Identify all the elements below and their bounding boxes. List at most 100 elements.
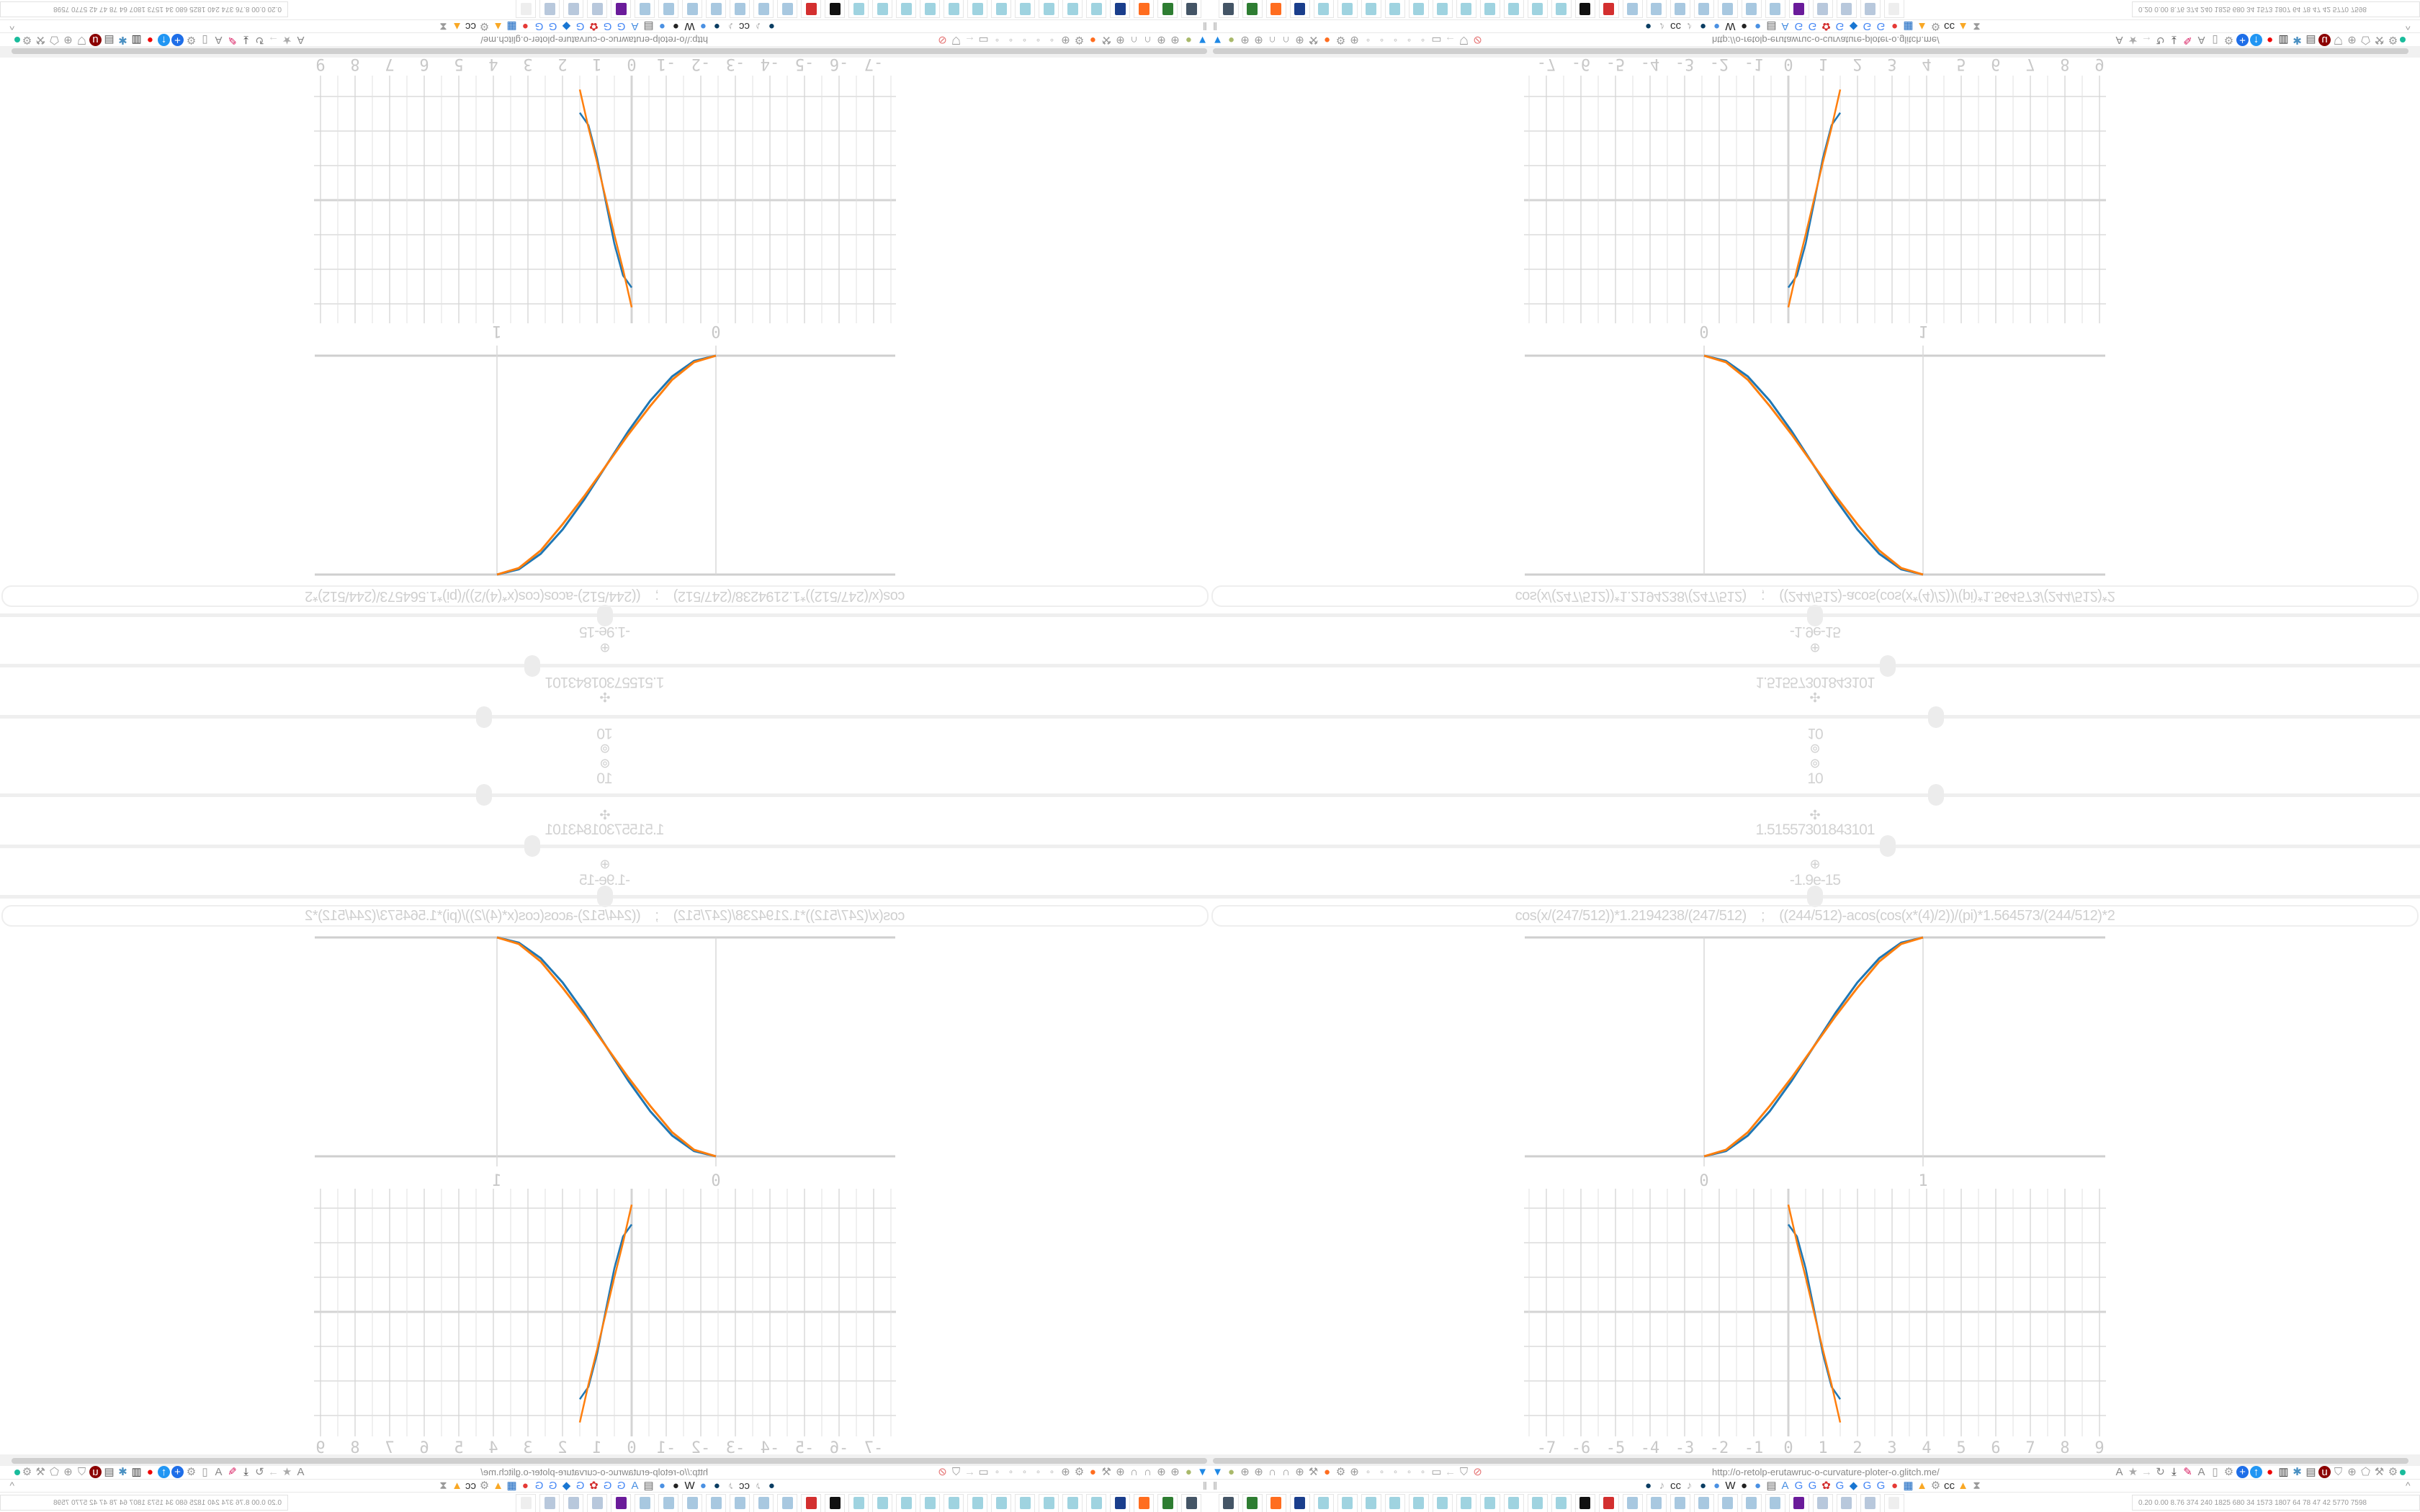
google-icon[interactable]: G [603,1480,612,1493]
lock-crossed-icon[interactable]: ⊘ [1473,1466,1482,1479]
horizontal-scrollbar[interactable] [1213,1458,2408,1464]
pause-icon[interactable]: ‖ [1213,1480,1218,1493]
filter-icon[interactable]: ▼ [1197,33,1208,46]
notepad-icon[interactable] [872,0,892,18]
calculator-icon[interactable] [1623,1494,1643,1512]
doc-icon[interactable] [539,0,560,18]
folder-icon[interactable]: ▭ [1431,33,1442,46]
settings-icon[interactable]: ✿ [589,1480,599,1493]
calculator-icon[interactable] [1670,0,1690,18]
firefox-icon[interactable]: ● [1089,33,1097,46]
google-icon[interactable]: G [617,1480,626,1493]
mouse-icon[interactable]: ▯ [2212,1466,2218,1479]
translate-icon[interactable]: A [215,33,223,46]
globe-icon[interactable]: ⊕ [1254,1466,1263,1479]
hourglass-icon[interactable]: ⧗ [1973,19,1981,32]
chevron-up-icon[interactable]: ^ [2406,1480,2411,1491]
camera-icon[interactable]: ● [1227,33,1235,46]
circle-icon[interactable]: ● [1699,19,1707,32]
globe-icon[interactable]: ⊕ [1240,33,1250,46]
network-icon[interactable]: ✱ [118,1466,127,1479]
gear-icon[interactable]: ⚙ [1074,33,1085,46]
cc-icon[interactable]: cc [739,1480,750,1493]
wrench-icon[interactable]: ⚒ [35,33,46,46]
globe-icon[interactable]: ⊕ [1170,1466,1180,1479]
pin-icon[interactable]: ● [699,19,707,32]
a-icon[interactable]: A [1781,1480,1789,1493]
notepad-icon[interactable] [1433,1494,1453,1512]
trash-icon[interactable]: ▥ [131,1466,142,1479]
mouse-icon[interactable]: ▯ [202,33,208,46]
monitor-icon[interactable] [1219,1494,1239,1512]
pencil-icon[interactable]: ✎ [228,33,237,46]
headphones-icon[interactable]: ∩ [1268,33,1276,46]
a-icon[interactable]: A [631,19,639,32]
slider-c-thumb[interactable] [1807,886,1823,907]
google-icon[interactable]: G [1835,1480,1845,1493]
notepad-icon[interactable] [967,1494,987,1512]
translate-icon[interactable]: A [297,33,305,46]
notepad-icon[interactable] [1385,1494,1405,1512]
circle-icon[interactable]: ● [1699,1480,1707,1493]
google-icon[interactable]: G [1794,1480,1803,1493]
calculator-icon[interactable] [658,0,678,18]
google-icon[interactable]: G [1835,19,1845,32]
puzzle-icon[interactable]: ⬠ [49,1466,60,1479]
purple-app-icon[interactable] [611,0,631,18]
purple-app-icon[interactable] [1789,0,1809,18]
star-icon[interactable]: ★ [2128,33,2138,46]
drive-icon[interactable]: ◆ [562,19,571,32]
slider-b-thumb[interactable] [1879,835,1896,857]
google-icon[interactable]: G [534,1480,544,1493]
inkscape-icon[interactable] [1575,0,1595,18]
archive-icon[interactable]: ▤ [2305,1466,2316,1479]
dot-icon[interactable]: ◦ [1420,1466,1425,1479]
notepad-icon[interactable] [1015,0,1035,18]
dot-icon[interactable]: ◦ [1420,33,1425,46]
pencil-icon[interactable]: ✎ [2183,33,2192,46]
notepad-icon[interactable] [1480,1494,1500,1512]
drive-icon[interactable]: ◆ [1849,19,1858,32]
wikipedia-icon[interactable]: W [1725,19,1736,32]
globe-icon[interactable]: ⊕ [1157,1466,1166,1479]
mouse-icon[interactable]: ▯ [202,1466,208,1479]
wrench-icon[interactable]: ⚒ [2374,1466,2385,1479]
notepad-icon[interactable] [1062,1494,1083,1512]
notepad-icon[interactable] [848,0,869,18]
a-icon[interactable]: A [631,1480,639,1493]
url-bar[interactable]: http://o-retolp-erutawruc-o-curvature-pl… [1712,35,1940,45]
lock-crossed-icon[interactable]: ⊘ [938,33,947,46]
gear-icon[interactable]: ⚙ [1930,19,1941,32]
notepad-icon[interactable] [1551,0,1572,18]
cc-icon[interactable]: cc [739,19,750,32]
firefox-icon[interactable]: ● [1089,1466,1097,1479]
dot-icon[interactable]: ◦ [1008,1466,1013,1479]
horizontal-scrollbar[interactable] [12,1458,1207,1464]
notepad-icon[interactable] [944,0,964,18]
floppy-icon[interactable] [1110,1494,1130,1512]
grid-icon[interactable]: ▦ [1903,1480,1914,1493]
camera-icon[interactable]: ● [1227,1466,1235,1479]
forward-arrow-icon[interactable]: → [2141,1466,2152,1479]
dark-icon[interactable]: ● [672,1480,680,1493]
notepad-icon[interactable] [991,1494,1011,1512]
notepad-icon[interactable] [848,1494,869,1512]
google-icon[interactable]: G [603,19,612,32]
notepad-icon[interactable] [896,0,916,18]
google-icon[interactable]: G [1808,19,1817,32]
back-arrow-icon[interactable]: ← [964,33,975,46]
drive-icon[interactable]: ◆ [1849,1480,1858,1493]
notepad-icon[interactable] [1314,0,1334,18]
globe-icon[interactable]: ⊕ [2347,1466,2357,1479]
mountain-icon[interactable]: ▲ [452,19,462,32]
translate-icon[interactable]: A [2197,1466,2205,1479]
archive-icon[interactable]: ▤ [1766,19,1777,32]
globe-icon[interactable]: ⊕ [1350,33,1359,46]
google-icon[interactable]: G [575,19,585,32]
red-icon[interactable]: ● [1891,1480,1899,1493]
google-icon[interactable]: G [548,1480,557,1493]
inkscape-icon[interactable] [1575,1494,1595,1512]
notepad-icon[interactable] [1337,0,1358,18]
gear-icon[interactable]: ⚙ [2388,33,2398,46]
blank-icon[interactable] [516,1494,536,1512]
